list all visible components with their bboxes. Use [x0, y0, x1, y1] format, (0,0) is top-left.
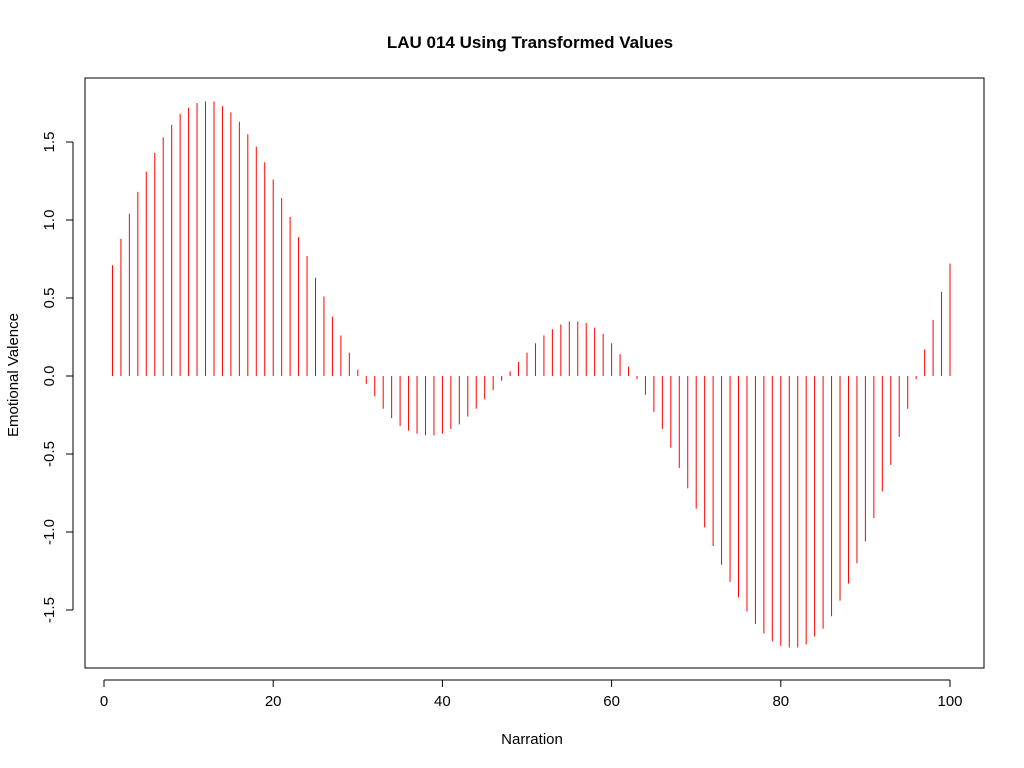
y-tick-label: 1.0 — [41, 210, 58, 231]
x-tick-label: 0 — [100, 693, 108, 710]
y-tick-label: 0.0 — [41, 366, 58, 387]
y-tick-label: 1.5 — [41, 132, 58, 153]
y-tick-label: -0.5 — [41, 441, 58, 467]
y-tick-label: -1.0 — [41, 519, 58, 545]
x-axis-ticks: 0 20 40 60 80 100 — [100, 680, 963, 710]
x-tick-label: 60 — [603, 693, 620, 710]
plot-frame — [84, 77, 985, 669]
x-tick-label: 40 — [434, 693, 451, 710]
x-tick-label: 80 — [772, 693, 789, 710]
y-axis-label: Emotional Valence — [5, 313, 22, 437]
y-tick-label: -1.5 — [41, 597, 58, 623]
x-axis-label: Narration — [501, 731, 563, 748]
chart-title: LAU 014 Using Transformed Values — [387, 33, 673, 52]
x-tick-label: 20 — [265, 693, 282, 710]
y-axis-ticks: -1.5 -1.0 -0.5 0.0 0.5 1.0 1.5 — [41, 132, 73, 623]
bar-series — [111, 101, 951, 648]
x-tick-label: 100 — [937, 693, 962, 710]
y-tick-label: 0.5 — [41, 288, 58, 309]
